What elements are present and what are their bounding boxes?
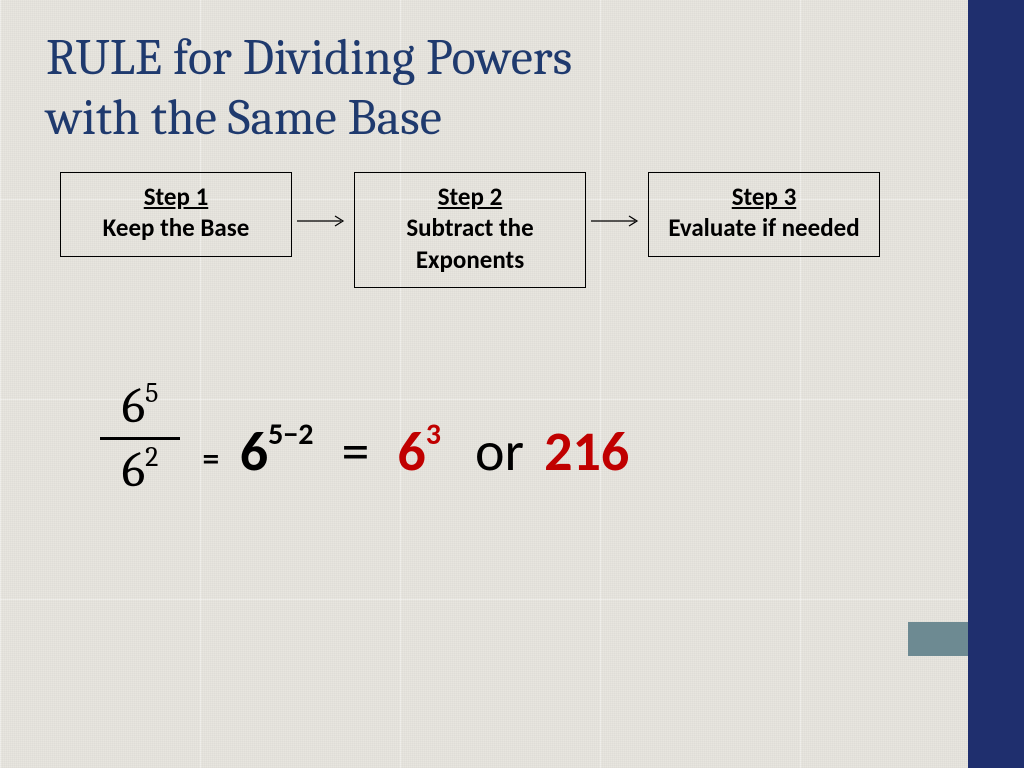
arrow-2 — [586, 214, 648, 228]
step-3-text: Evaluate if needed — [668, 212, 859, 243]
step-box-3: Step 3 Evaluate if needed — [648, 172, 880, 257]
term2-base: 6 — [397, 418, 425, 486]
fraction-denominator: 62 — [116, 444, 165, 497]
or-text: or — [475, 418, 524, 486]
num-exp: 5 — [145, 377, 158, 409]
equation-row: 65 62 = 65−2 = 63 or 216 — [100, 380, 629, 496]
slide-title: RULE for Dividing Powers with the Same B… — [46, 28, 572, 148]
accent-square — [908, 622, 968, 656]
step-3-label: Step 3 — [667, 181, 861, 212]
title-line-1: RULE for Dividing Powers — [46, 29, 572, 87]
step-1-label: Step 1 — [79, 181, 273, 212]
right-sidebar — [968, 0, 1024, 768]
fraction-numerator: 65 — [116, 380, 165, 433]
term-evaluated: 216 — [544, 418, 629, 486]
equals-1: = — [202, 441, 220, 476]
arrow-1 — [292, 214, 354, 228]
term2-exp: 3 — [426, 416, 441, 453]
step-1-text: Keep the Base — [103, 212, 250, 243]
equals-2: = — [342, 418, 370, 486]
den-base: 6 — [122, 441, 146, 499]
fraction-bar — [100, 437, 180, 440]
step-2-label: Step 2 — [373, 181, 567, 212]
term-subtracted: 65−2 — [240, 418, 314, 486]
den-exp: 2 — [145, 441, 158, 473]
step-2-text: Subtract the Exponents — [406, 212, 533, 274]
step-box-1: Step 1 Keep the Base — [60, 172, 292, 257]
term1-base: 6 — [240, 418, 268, 486]
fraction: 65 62 — [100, 380, 180, 496]
title-line-2: with the Same Base — [46, 89, 442, 147]
num-base: 6 — [122, 377, 146, 435]
step-box-2: Step 2 Subtract the Exponents — [354, 172, 586, 288]
term-simplified: 63 — [397, 418, 441, 486]
steps-row: Step 1 Keep the Base Step 2 Subtract the… — [60, 172, 934, 288]
term1-exp: 5−2 — [268, 416, 313, 453]
